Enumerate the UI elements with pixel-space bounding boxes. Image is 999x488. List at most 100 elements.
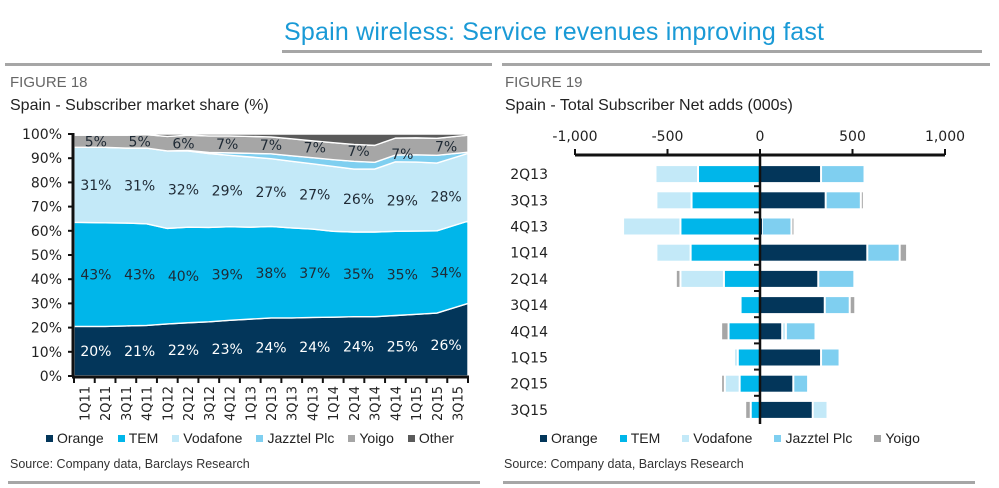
x-tick-label: 2Q14	[348, 386, 363, 421]
legend-item-orange: Orange	[46, 430, 104, 446]
x-tick-label: 4Q14	[389, 386, 404, 421]
legend-label: Other	[418, 430, 454, 446]
category-label: 3Q14	[510, 298, 548, 314]
figure-18-top-rule	[5, 63, 492, 66]
x-tick-label: 2Q11	[99, 386, 114, 421]
banner-rule	[282, 50, 982, 53]
y-tick-label: 0%	[40, 369, 62, 385]
bar-jazztel-plc	[822, 166, 864, 183]
x-tick-label: 2Q12	[182, 386, 197, 421]
bar-tem	[691, 244, 759, 261]
legend-label: Vodafone	[693, 430, 753, 446]
x-tick-label: 3Q11	[120, 386, 135, 421]
figure-19-source: Source: Company data, Barclays Research	[504, 457, 744, 471]
data-label-tem: 39%	[212, 268, 243, 284]
bar-vodafone	[656, 166, 698, 183]
legend-label: Yoigo	[885, 430, 920, 446]
bar-jazztel-plc	[868, 244, 899, 261]
x-tick-label: 2Q15	[431, 386, 446, 421]
figure-19-label: FIGURE 19	[505, 74, 583, 91]
y-tick-label: 20%	[31, 321, 62, 337]
bar-yoigo	[900, 244, 907, 261]
bar-yoigo	[722, 323, 728, 340]
legend-swatch	[117, 434, 125, 442]
figure-18-bottom-rule	[8, 481, 480, 484]
data-label-vodafone: 29%	[387, 194, 418, 210]
y-tick-label: 60%	[31, 224, 62, 240]
data-label-yoigo: 7%	[304, 140, 326, 156]
x-tick-label: 3Q13	[286, 386, 301, 421]
data-label-tem: 40%	[168, 269, 199, 285]
y-tick-label: 70%	[31, 200, 62, 216]
bar-vodafone	[681, 270, 723, 287]
bar-orange	[761, 244, 867, 261]
x-tick-label: 4Q12	[224, 386, 239, 421]
legend-item-jazztel-plc: Jazztel Plc	[256, 430, 334, 446]
bar-orange	[761, 323, 782, 340]
data-label-vodafone: 26%	[343, 192, 374, 208]
bar-orange	[761, 401, 812, 418]
legend-item-tem: TEM	[117, 430, 158, 446]
data-label-vodafone: 32%	[168, 183, 199, 199]
legend-label: Orange	[57, 430, 104, 446]
data-label-vodafone: 29%	[212, 184, 243, 200]
legend-item-yoigo: Yoigo	[348, 430, 394, 446]
legend-item-yoigo: Yoigo	[874, 430, 920, 446]
data-label-tem: 43%	[80, 267, 111, 283]
category-label: 1Q15	[510, 351, 548, 367]
data-label-vodafone: 31%	[80, 178, 111, 194]
legend-swatch	[256, 434, 264, 442]
bar-tem	[724, 270, 759, 287]
legend-label: Yoigo	[359, 430, 394, 446]
bar-jazztel-plc	[762, 218, 791, 235]
figure-18-source: Source: Company data, Barclays Research	[10, 457, 250, 471]
data-label-vodafone: 31%	[124, 179, 155, 195]
data-label-tem: 35%	[343, 267, 374, 283]
bar-tem	[692, 192, 759, 209]
category-label: 4Q13	[510, 220, 548, 236]
data-label-yoigo: 5%	[129, 135, 151, 151]
data-label-yoigo: 6%	[172, 137, 194, 153]
legend-swatch	[172, 434, 180, 442]
x-tick-label: 500	[839, 129, 866, 145]
bar-yoigo	[746, 401, 750, 418]
bar-vodafone	[735, 349, 737, 366]
data-label-orange: 21%	[124, 344, 155, 360]
category-label: 2Q13	[510, 167, 548, 183]
legend-label: TEM	[630, 430, 661, 446]
page-banner-title: Spain wireless: Service revenues improvi…	[284, 18, 825, 46]
data-label-yoigo: 7%	[347, 144, 369, 160]
legend-item-tem: TEM	[619, 430, 661, 446]
bar-orange	[761, 297, 824, 314]
data-label-vodafone: 27%	[255, 185, 286, 201]
legend-label: Jazztel Plc	[785, 430, 853, 446]
category-label: 2Q14	[510, 272, 548, 288]
x-tick-label: 1Q12	[161, 386, 176, 421]
x-tick-label: 4Q11	[141, 386, 156, 421]
y-tick-label: 80%	[31, 175, 62, 191]
y-tick-label: 40%	[31, 272, 62, 288]
y-tick-label: 30%	[31, 296, 62, 312]
bar-orange	[761, 375, 793, 392]
y-tick-label: 100%	[22, 127, 62, 143]
data-label-tem: 43%	[124, 267, 155, 283]
x-tick-label: -1,000	[552, 129, 597, 145]
data-label-yoigo: 7%	[216, 137, 238, 153]
legend-swatch	[619, 434, 627, 442]
bar-orange	[761, 218, 762, 235]
bar-jazztel-plc	[826, 192, 860, 209]
figure-19-title: Spain - Total Subscriber Net adds (000s)	[505, 97, 793, 114]
data-label-orange: 24%	[343, 340, 374, 356]
data-label-orange: 24%	[255, 341, 286, 357]
bar-tem	[740, 375, 759, 392]
x-tick-label: 1Q11	[78, 386, 93, 421]
x-tick-label: 3Q14	[369, 386, 384, 421]
category-label: 2Q15	[510, 377, 548, 393]
y-tick-label: 10%	[31, 345, 62, 361]
bar-vodafone	[624, 218, 680, 235]
bar-orange	[761, 270, 818, 287]
data-label-orange: 25%	[387, 339, 418, 355]
x-tick-label: 2Q13	[265, 386, 280, 421]
data-label-tem: 37%	[299, 266, 330, 282]
market-share-legend: Orange TEM Vodafone Jazztel Plc Yoigo Other	[46, 430, 454, 446]
